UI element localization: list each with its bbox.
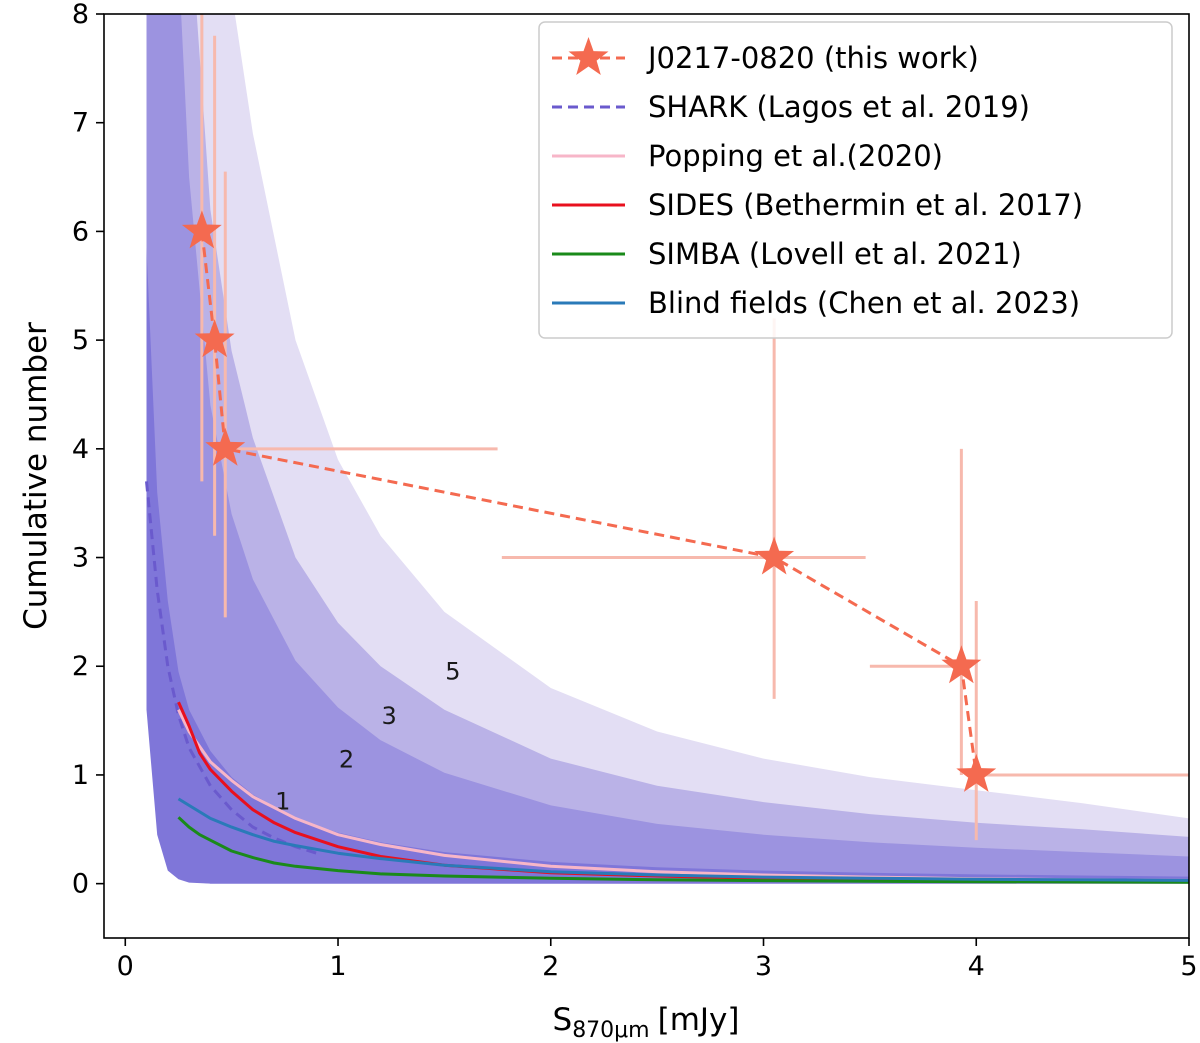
x-axis-subscript: 870μm	[572, 1018, 649, 1043]
y-tick-label-3: 3	[72, 543, 89, 574]
x-tick-label-3: 3	[755, 951, 772, 982]
obs-star-0	[181, 210, 222, 249]
y-tick-label-2: 2	[72, 651, 89, 682]
x-tick-label-5: 5	[1180, 951, 1197, 982]
simba-line	[177, 816, 1189, 884]
y-tick-label-7: 7	[72, 108, 89, 139]
plot-frame	[103, 13, 1190, 939]
legend-star-icon	[568, 37, 609, 75]
band-label-5: 5	[445, 657, 460, 685]
obs-star-3	[754, 536, 795, 575]
axes	[103, 13, 1190, 939]
x-axis-symbol: S	[553, 1002, 573, 1038]
shark-line	[145, 481, 318, 855]
x-tick-label-2: 2	[542, 951, 559, 982]
y-tick-label-0: 0	[72, 869, 89, 900]
band-label-2: 2	[339, 745, 354, 773]
legend-label-popping-et-al: Popping et al.(2020)	[648, 139, 943, 173]
legend-label-blind-fields: Blind fields (Chen et al. 2023)	[648, 286, 1080, 320]
legend-frame	[538, 21, 1173, 339]
x-tick-label-0: 0	[117, 951, 134, 982]
y-tick-label-6: 6	[72, 216, 89, 247]
y-axis-title: Cumulative number	[18, 322, 54, 630]
y-tick-label-1: 1	[72, 760, 89, 791]
band-label-3: 3	[381, 702, 396, 730]
blind-fields-line	[177, 797, 1189, 882]
band-1-area	[146, 247, 1189, 884]
y-tick-label-4: 4	[72, 434, 89, 465]
observed-data	[181, 14, 1189, 841]
band-5-area	[146, 14, 1189, 884]
model-curves	[145, 481, 1189, 884]
obs-star-4	[941, 645, 982, 684]
x-tick-label-1: 1	[329, 951, 346, 982]
x-axis-unit: [mJy]	[658, 1002, 740, 1038]
legend-label-shark: SHARK (Lagos et al. 2019)	[648, 90, 1030, 124]
x-axis-title: S870μm [mJy]	[553, 1002, 740, 1043]
legend-label-simba: SIMBA (Lovell et al. 2021)	[648, 237, 1022, 271]
y-tick-label-8: 8	[72, 0, 89, 30]
obs-line	[200, 231, 978, 776]
y-tick-label-5: 5	[72, 325, 89, 356]
obs-star-1	[194, 319, 235, 358]
legend: J0217-0820 (this work) SHARK (Lagos et al…	[538, 21, 1173, 339]
legend-label-sides: SIDES (Bethermin et al. 2017)	[648, 188, 1083, 222]
legend-label-j0217-0820: J0217-0820 (this work)	[646, 41, 979, 75]
obs-star-2	[205, 427, 246, 466]
obs-star-5	[956, 753, 997, 792]
x-tick-label-4: 4	[968, 951, 985, 982]
